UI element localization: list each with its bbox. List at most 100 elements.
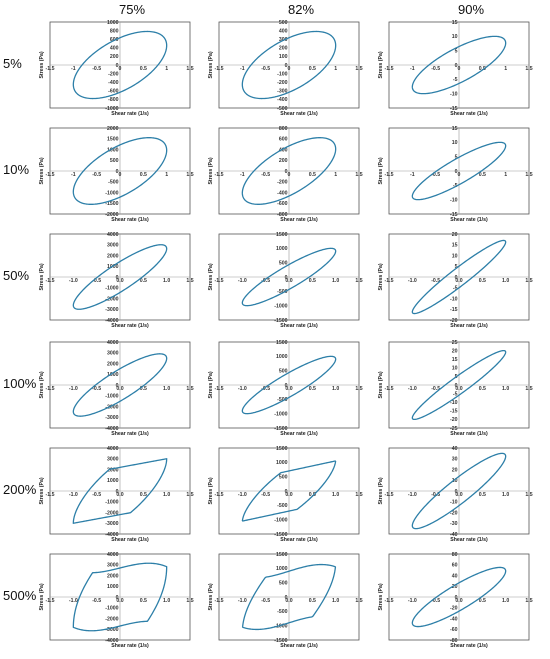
lissajous-curve	[411, 141, 507, 201]
y-tick-label: -80	[450, 638, 458, 644]
y-tick-label: -3000	[105, 307, 118, 313]
x-tick-label: -0.5	[92, 278, 101, 284]
y-tick-label: 0	[116, 63, 119, 69]
y-tick-label: -3000	[105, 627, 118, 633]
y-tick-label: 10	[452, 366, 458, 372]
x-axis-label: Shear rate (1/s)	[280, 643, 318, 649]
y-tick-label: 3000	[107, 563, 119, 569]
y-tick-label: 0	[455, 169, 458, 175]
x-tick-label: -1.5	[215, 66, 224, 72]
x-tick-label: 0.5	[309, 386, 316, 392]
x-tick-label: 0.0	[116, 598, 123, 604]
x-tick-label: -1.5	[46, 598, 55, 604]
y-tick-label: 60	[452, 563, 458, 569]
y-tick-label: -5	[453, 286, 458, 292]
y-tick-label: 0	[116, 595, 119, 601]
lissajous-curve	[72, 30, 168, 100]
x-tick-label: 0.5	[479, 598, 486, 604]
y-tick-label: 400	[110, 46, 119, 52]
x-tick-label: -0.5	[261, 598, 270, 604]
x-tick-label: 1.0	[332, 598, 339, 604]
row-header: 50%	[3, 268, 30, 283]
x-tick-label: 1.5	[355, 492, 362, 498]
x-tick-label: -1.5	[215, 386, 224, 392]
lissajous-curve	[411, 35, 507, 95]
y-tick-label: 3000	[107, 457, 119, 463]
x-tick-label: 0.0	[116, 492, 123, 498]
y-tick-label: 1000	[107, 20, 119, 26]
y-tick-label: 10	[452, 253, 458, 259]
y-tick-label: -40	[450, 616, 458, 622]
y-tick-label: 1500	[276, 552, 288, 558]
y-tick-label: 5	[455, 264, 458, 270]
y-axis-label: Stress (Pa)	[208, 263, 214, 290]
y-tick-label: 0	[455, 595, 458, 601]
chart-panel: -1.5 -1.0 -0.5 0.0 0.5 1.0 1.5 1500 1000 500 0 -500…	[205, 444, 365, 544]
x-tick-label: -1.0	[69, 278, 78, 284]
y-tick-label: -300	[277, 89, 287, 95]
x-tick-label: 1.5	[525, 598, 532, 604]
y-tick-label: -600	[277, 201, 287, 207]
y-tick-label: -15	[450, 212, 458, 218]
x-tick-label: -1	[71, 172, 76, 178]
chart-svg: -1.5 -1.0 -0.5 0.0 0.5 1.0 1.5 1500 1000 500 0 -500…	[208, 446, 363, 543]
x-axis-label: Shear rate (1/s)	[111, 537, 149, 543]
x-tick-label: 1.0	[163, 386, 170, 392]
x-tick-label: -0.5	[92, 66, 101, 72]
x-tick-label: 1.0	[502, 278, 509, 284]
y-tick-label: 1000	[107, 372, 119, 378]
y-tick-label: 500	[110, 158, 119, 164]
y-tick-label: 1000	[107, 478, 119, 484]
y-tick-label: 5	[455, 48, 458, 54]
y-axis-label: Stress (Pa)	[39, 263, 45, 290]
row-header: 200%	[3, 482, 37, 497]
lissajous-curve	[241, 563, 337, 631]
y-tick-label: 1000	[276, 246, 288, 252]
x-tick-label: -0.5	[431, 66, 440, 72]
y-tick-label: 4000	[107, 446, 119, 452]
x-tick-label: 0.5	[309, 278, 316, 284]
y-tick-label: 600	[279, 137, 288, 143]
y-axis-label: Stress (Pa)	[208, 157, 214, 184]
y-tick-label: 10	[452, 478, 458, 484]
y-tick-label: 15	[452, 126, 458, 132]
lissajous-curve	[72, 458, 168, 524]
x-tick-label: 0.0	[455, 278, 462, 284]
x-tick-label: -1.0	[69, 598, 78, 604]
y-tick-label: -500	[277, 289, 287, 295]
x-tick-label: 0	[288, 66, 291, 72]
chart-panel: -1.5 -1.0 -0.5 0.0 0.5 1.0 1.5 1500 1000 500 0 -500…	[205, 550, 365, 650]
lissajous-curve	[241, 355, 337, 415]
y-tick-label: 0	[285, 275, 288, 281]
y-tick-label: 2000	[107, 573, 119, 579]
row-header: 10%	[3, 162, 30, 177]
y-tick-label: -10	[450, 296, 458, 302]
x-tick-label: 0.0	[455, 598, 462, 604]
x-tick-label: -1.5	[46, 492, 55, 498]
x-tick-label: -0.5	[431, 598, 440, 604]
chart-svg: -1.5 -1.0 -0.5 0.0 0.5 1.0 1.5 80 60 40 20 0 -20 -40 -…	[378, 552, 533, 649]
x-tick-label: 1	[165, 172, 168, 178]
x-axis-label: Shear rate (1/s)	[111, 323, 149, 329]
chart-svg: -1.5 -1 -0.5 0 0.5 1 1.510008006004002000-200-…	[39, 20, 194, 117]
y-tick-label: 30	[452, 457, 458, 463]
y-tick-label: 2000	[107, 467, 119, 473]
y-tick-label: 0	[455, 383, 458, 389]
y-tick-label: 800	[110, 28, 119, 34]
chart-panel: -1.5 -1 -0.5 0 0.5 1 1.5 15 10 5 0 -5 -10 -15 Stress (…	[375, 18, 535, 118]
x-tick-label: 1	[334, 66, 337, 72]
chart-panel: -1.5 -1.0 -0.5 0.0 0.5 1.0 1.5 80 60 40 20 0 -20 -40 -…	[375, 550, 535, 650]
x-tick-label: 1.5	[525, 386, 532, 392]
lissajous-curve	[72, 562, 168, 632]
x-tick-label: 0.0	[455, 386, 462, 392]
x-tick-label: -0.5	[431, 172, 440, 178]
x-tick-label: 0.0	[285, 278, 292, 284]
y-tick-label: -400	[108, 80, 118, 86]
x-tick-label: 1.5	[525, 492, 532, 498]
y-tick-label: -20	[450, 417, 458, 423]
y-axis-label: Stress (Pa)	[39, 583, 45, 610]
x-axis-label: Shear rate (1/s)	[450, 643, 488, 649]
